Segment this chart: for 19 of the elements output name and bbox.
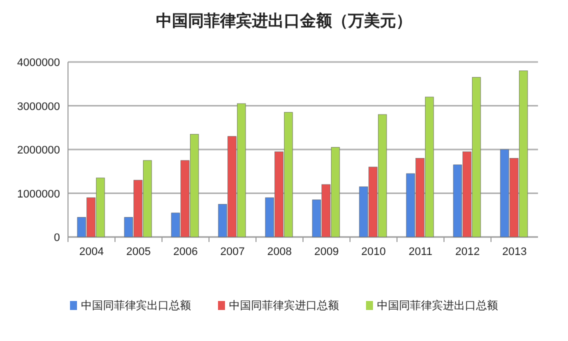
x-tick-label: 2007 <box>220 246 245 258</box>
x-tick-label: 2009 <box>314 246 339 258</box>
x-tick-label: 2011 <box>408 246 432 258</box>
y-tick-label: 1000000 <box>17 188 60 200</box>
x-tick-label: 2008 <box>267 246 292 258</box>
y-tick-label: 4000000 <box>17 57 60 69</box>
legend-label: 中国同菲律宾出口总额 <box>81 299 191 312</box>
x-tick-label: 2006 <box>173 246 198 258</box>
x-tick-label: 2010 <box>361 246 386 258</box>
legend-label: 中国同菲律宾进出口总额 <box>377 299 498 312</box>
legend-label: 中国同菲律宾进口总额 <box>229 299 339 312</box>
y-tick-label: 3000000 <box>17 100 60 113</box>
y-tick-label: 2000000 <box>17 144 60 156</box>
y-tick-label: 0 <box>54 232 60 244</box>
x-tick-label: 2004 <box>79 246 104 258</box>
chart-title: 中国同菲律宾进出口金额（万美元） <box>156 11 412 30</box>
x-tick-label: 2012 <box>455 246 480 258</box>
x-tick-label: 2005 <box>126 246 151 258</box>
x-tick-label: 2013 <box>502 246 527 258</box>
